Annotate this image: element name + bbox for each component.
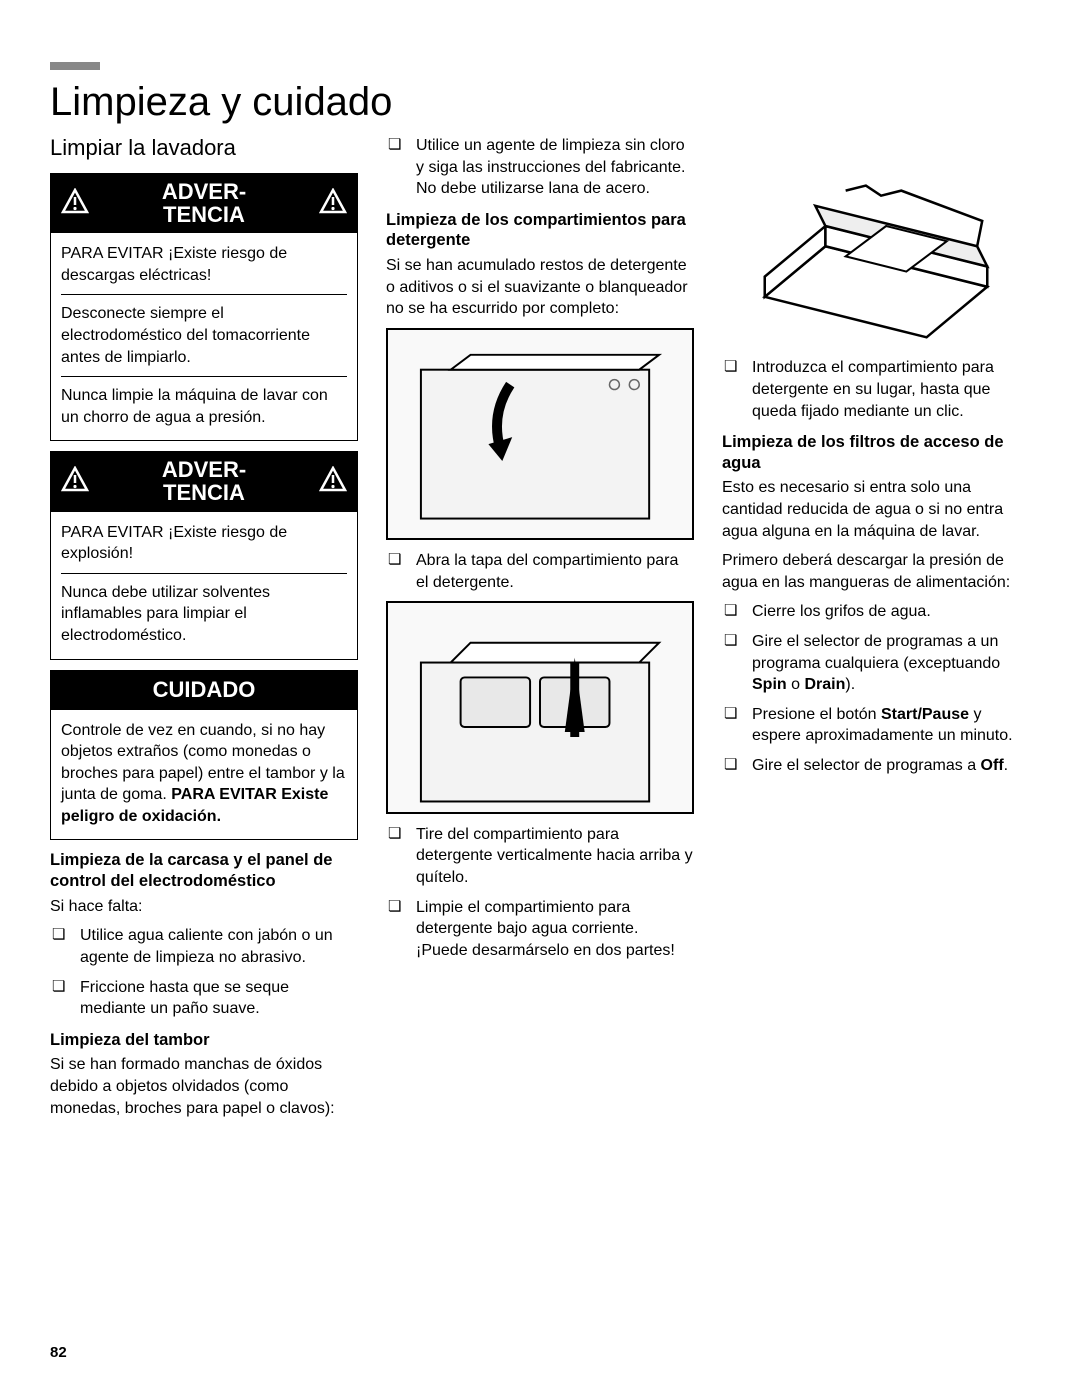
text-span: o [787,676,805,693]
body-text: Si hace falta: [50,896,358,918]
divider [61,294,347,295]
checklist: Tire del compartimiento para detergente … [386,824,694,962]
list-item: Utilice agua caliente con jabón o un age… [50,925,358,968]
list-item: Presione el botón Start/Pause y espere a… [722,704,1030,747]
caution-text: Controle de vez en cuando, si no hay obj… [61,720,347,828]
content-columns: Limpiar la lavadora ADVER- TENCIA PARA E… [50,135,1030,1127]
column-3: Introduzca el compartimiento para deterg… [722,135,1030,1127]
warning-box-1-header: ADVER- TENCIA [50,173,358,233]
checklist: Utilice un agente de limpieza sin cloro … [386,135,694,200]
list-item: Gire el selector de programas a Off. [722,755,1030,777]
list-item: Abra la tapa del compartimiento para el … [386,550,694,593]
body-text: Primero deberá descargar la presión de a… [722,550,1030,593]
list-item: Gire el selector de programas a un progr… [722,631,1030,696]
section-heading-compart: Limpieza de los compartimientos para det… [386,210,694,251]
text-span: ). [845,676,855,693]
column-2: Utilice un agente de limpieza sin cloro … [386,135,694,1127]
warning-label: ADVER- TENCIA [89,180,319,226]
figure-pull-compartment [386,601,694,813]
caution-box-body: Controle de vez en cuando, si no hay obj… [50,710,358,841]
checklist: Abra la tapa del compartimiento para el … [386,550,694,593]
text-span: . [1004,757,1008,774]
page-title: Limpieza y cuidado [50,80,1030,125]
list-item: Friccione hasta que se seque mediante un… [50,977,358,1020]
warning-icon [319,188,347,219]
list-item: Tire del compartimiento para detergente … [386,824,694,889]
text-bold: Start/Pause [881,706,969,723]
column-1: Limpiar la lavadora ADVER- TENCIA PARA E… [50,135,358,1127]
text-bold: Drain [804,676,845,693]
warning-box-2-body: PARA EVITAR ¡Existe riesgo de explosión!… [50,512,358,660]
divider [61,573,347,574]
text-span: Gire el selector de programas a un progr… [752,633,1000,672]
warning-box-2-header: ADVER- TENCIA [50,451,358,511]
text-bold: Off [981,757,1004,774]
section-heading-carcasa: Limpieza de la carcasa y el panel de con… [50,850,358,891]
text-span: Gire el selector de programas a [752,757,981,774]
body-text: Si se han formado manchas de óxidos debi… [50,1054,358,1119]
warning-label: ADVER- TENCIA [89,458,319,504]
checklist: Introduzca el compartimiento para deterg… [722,357,1030,422]
divider [61,376,347,377]
list-item: Limpie el compartimiento para detergente… [386,897,694,962]
section-subtitle: Limpiar la lavadora [50,135,358,161]
list-item: Utilice un agente de limpieza sin cloro … [386,135,694,200]
text-bold: Spin [752,676,787,693]
page-number: 82 [50,1344,67,1361]
warning-text: Desconecte siempre el electrodoméstico d… [61,303,347,368]
warning-icon [61,188,89,219]
warning-text: Nunca limpie la máquina de lavar con un … [61,385,347,428]
body-text: Si se han acumulado restos de detergente… [386,255,694,320]
list-item: Cierre los grifos de agua. [722,601,1030,623]
warning-icon [319,466,347,497]
warning-text: Nunca debe utilizar solventes inflamable… [61,582,347,647]
section-heading-filtros: Limpieza de los filtros de acceso de agu… [722,432,1030,473]
caution-box-header: CUIDADO [50,670,358,710]
section-heading-tambor: Limpieza del tambor [50,1030,358,1051]
header-accent-bar [50,62,100,70]
body-text: Esto es necesario si entra solo una cant… [722,477,1030,542]
figure-drawer-iso [722,135,1030,347]
checklist: Cierre los grifos de agua. Gire el selec… [722,601,1030,776]
warning-icon [61,466,89,497]
figure-open-lid [386,328,694,540]
list-item: Introduzca el compartimiento para deterg… [722,357,1030,422]
warning-box-1-body: PARA EVITAR ¡Existe riesgo de descargas … [50,233,358,441]
checklist: Utilice agua caliente con jabón o un age… [50,925,358,1019]
warning-text: PARA EVITAR ¡Existe riesgo de explosión! [61,522,347,565]
warning-text: PARA EVITAR ¡Existe riesgo de descargas … [61,243,347,286]
text-span: Presione el botón [752,706,881,723]
caution-label: CUIDADO [153,677,256,702]
